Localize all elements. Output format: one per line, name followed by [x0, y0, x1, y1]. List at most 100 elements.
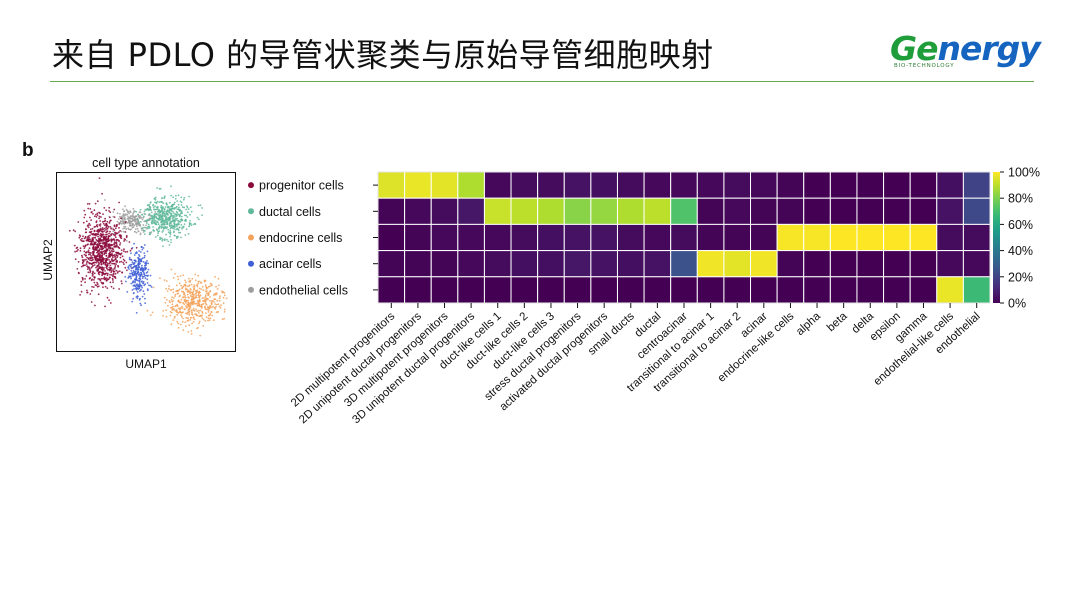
colorbar-tick-label: 0%: [1008, 297, 1026, 311]
heatmap-cell: [377, 223, 406, 252]
heatmap-cell: [510, 197, 539, 225]
heatmap-cell: [510, 276, 539, 304]
heatmap-cell: [670, 223, 698, 252]
heatmap-cell: [537, 223, 565, 252]
row-color-dot: [248, 208, 254, 215]
colorbar-tick-label: 20%: [1008, 270, 1033, 284]
heatmap-cell: [776, 250, 805, 278]
heatmap-cell: [936, 250, 964, 278]
colorbar: [993, 172, 1000, 303]
heatmap-cell: [404, 250, 432, 278]
row-color-dot: [248, 260, 254, 267]
company-logo: Genergy BIO-TECHNOLOGY: [890, 29, 1041, 74]
heatmap-cell: [590, 223, 618, 252]
heatmap-cell: [696, 250, 725, 278]
heatmap-cell: [563, 171, 592, 199]
heatmap-cell: [829, 223, 858, 252]
heatmap-cell: [377, 197, 406, 225]
heatmap-cell: [537, 171, 565, 199]
slide-title: 来自 PDLO 的导管状聚类与原始导管细胞映射: [52, 36, 714, 74]
heatmap-cell: [856, 276, 885, 304]
heatmap-cell: [803, 223, 831, 252]
heatmap-cell: [537, 276, 565, 304]
heatmap-cell: [803, 250, 831, 278]
heatmap-cell: [750, 223, 778, 252]
heatmap-cell: [776, 276, 805, 304]
row-color-dot: [248, 182, 254, 189]
heatmap-cell: [616, 250, 645, 278]
heatmap-cell: [643, 171, 672, 199]
heatmap-cell: [696, 197, 725, 225]
heatmap-cell: [590, 250, 618, 278]
heatmap-cell: [723, 197, 752, 225]
heatmap-cell: [696, 276, 725, 304]
heatmap-cell: [696, 171, 725, 199]
heatmap-cell: [404, 171, 432, 199]
heatmap-cell: [430, 276, 459, 304]
heatmap-cell: [616, 171, 645, 199]
heatmap-cell: [750, 171, 778, 199]
heatmap-cell: [430, 250, 459, 278]
heatmap-cell: [616, 276, 645, 304]
heatmap-cell: [723, 276, 752, 304]
heatmap-cell: [483, 250, 512, 278]
heatmap-cell: [723, 250, 752, 278]
heatmap-cell: [883, 171, 911, 199]
colorbar-tick-label: 100%: [1008, 166, 1040, 180]
heatmap-cell: [750, 276, 778, 304]
heatmap-cell: [430, 171, 459, 199]
umap-plot: [56, 172, 236, 352]
heatmap-cell: [643, 250, 672, 278]
heatmap-cell: [377, 276, 406, 304]
heatmap-cell: [856, 223, 885, 252]
heatmap-cell: [643, 276, 672, 304]
heatmap-cell: [430, 223, 459, 252]
umap-cluster: [104, 199, 172, 242]
heatmap-cell: [616, 223, 645, 252]
umap-cluster: [135, 185, 204, 248]
panel-letter: b: [22, 140, 34, 161]
heatmap-cell: [483, 197, 512, 225]
heatmap-cell: [670, 276, 698, 304]
heatmap-cell: [776, 171, 805, 199]
heatmap-cell: [670, 250, 698, 278]
colorbar-tick-label: 80%: [1008, 192, 1033, 206]
heatmap-cell: [856, 171, 885, 199]
heatmap-cell: [404, 223, 432, 252]
heatmap-cell: [962, 197, 991, 225]
heatmap-cell: [563, 197, 592, 225]
row-color-dot: [248, 286, 254, 293]
heatmap-cell: [962, 250, 991, 278]
heatmap-cell: [829, 276, 858, 304]
heatmap-cell: [563, 276, 592, 304]
heatmap-cell: [483, 223, 512, 252]
heatmap-cell: [829, 171, 858, 199]
heatmap-cell: [962, 171, 991, 199]
heatmap-cell: [883, 276, 911, 304]
umap-scatter: [68, 177, 228, 337]
heatmap-cell: [670, 197, 698, 225]
heatmap-cell: [962, 223, 991, 252]
logo-word-prefix: Ge: [890, 29, 938, 68]
heatmap-cell: [936, 197, 964, 225]
heatmap-cell: [483, 171, 512, 199]
heatmap-cell: [537, 250, 565, 278]
heatmap-cell: [430, 197, 459, 225]
row-label: ductal cells: [259, 205, 321, 219]
row-label: endothelial cells: [259, 283, 348, 297]
heatmap-cell: [670, 171, 698, 199]
row-label: progenitor cells: [259, 179, 344, 193]
heatmap-cell: [643, 197, 672, 225]
heatmap-cell: [457, 197, 485, 225]
heatmap-cell: [909, 276, 938, 304]
heatmap-cell: [457, 223, 485, 252]
heatmap-cell: [696, 223, 725, 252]
heatmap-cell: [883, 223, 911, 252]
row-color-dot: [248, 234, 254, 241]
heatmap-cell: [803, 171, 831, 199]
heatmap-cell: [909, 197, 938, 225]
heatmap-cell: [457, 171, 485, 199]
heatmap-cell: [750, 197, 778, 225]
heatmap-cell: [776, 223, 805, 252]
